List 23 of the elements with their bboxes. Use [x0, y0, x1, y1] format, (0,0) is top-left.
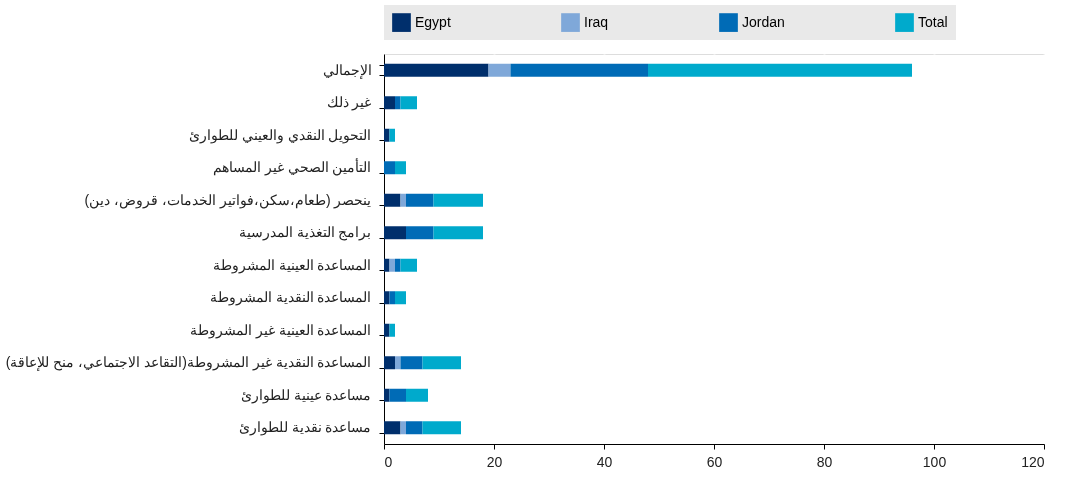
- legend-label: Jordan: [742, 13, 785, 30]
- y-tick-label: المساعدة النقدية المشروطة: [209, 289, 372, 307]
- y-tick-label: الإجمالي: [322, 61, 372, 79]
- y-tick-label: غير ذلك: [326, 94, 372, 112]
- y-tick-label: المساعدة العينية المشروطة: [212, 256, 372, 274]
- legend-label: Egypt: [415, 13, 451, 30]
- x-tick-label: 60: [706, 453, 723, 470]
- y-tick-label: مساعدة نقدية للطوارئ: [238, 419, 372, 437]
- legend-label: Total: [918, 13, 948, 30]
- y-tick-label: المساعدة العينية غير المشروطة: [189, 321, 372, 339]
- y-tick-label: المساعدة النقدية غير المشروطة(التقاعد الاجتماعي، منح للإعاقة): [5, 354, 372, 372]
- y-tick-label: برامج التغذية المدرسية: [238, 224, 372, 242]
- y-tick-label: التأمين الصحي غير المساهم: [212, 157, 372, 177]
- y-tick-label: ينحصر (طعام،سكن،فواتير الخدمات، قروض، دين): [84, 191, 372, 209]
- x-tick-label: 0: [384, 453, 393, 470]
- x-tick-label: 20: [486, 453, 503, 470]
- x-tick-label: 120: [1021, 453, 1045, 470]
- y-tick-label: مساعدة عينية للطوارئ: [240, 386, 372, 404]
- x-tick-label: 100: [922, 453, 947, 470]
- y-tick-label: التحويل النقدي والعيني للطوارئ: [188, 126, 372, 144]
- legend-label: Iraq: [584, 13, 609, 30]
- x-tick-label: 40: [596, 453, 613, 470]
- x-tick-label: 80: [816, 453, 833, 470]
